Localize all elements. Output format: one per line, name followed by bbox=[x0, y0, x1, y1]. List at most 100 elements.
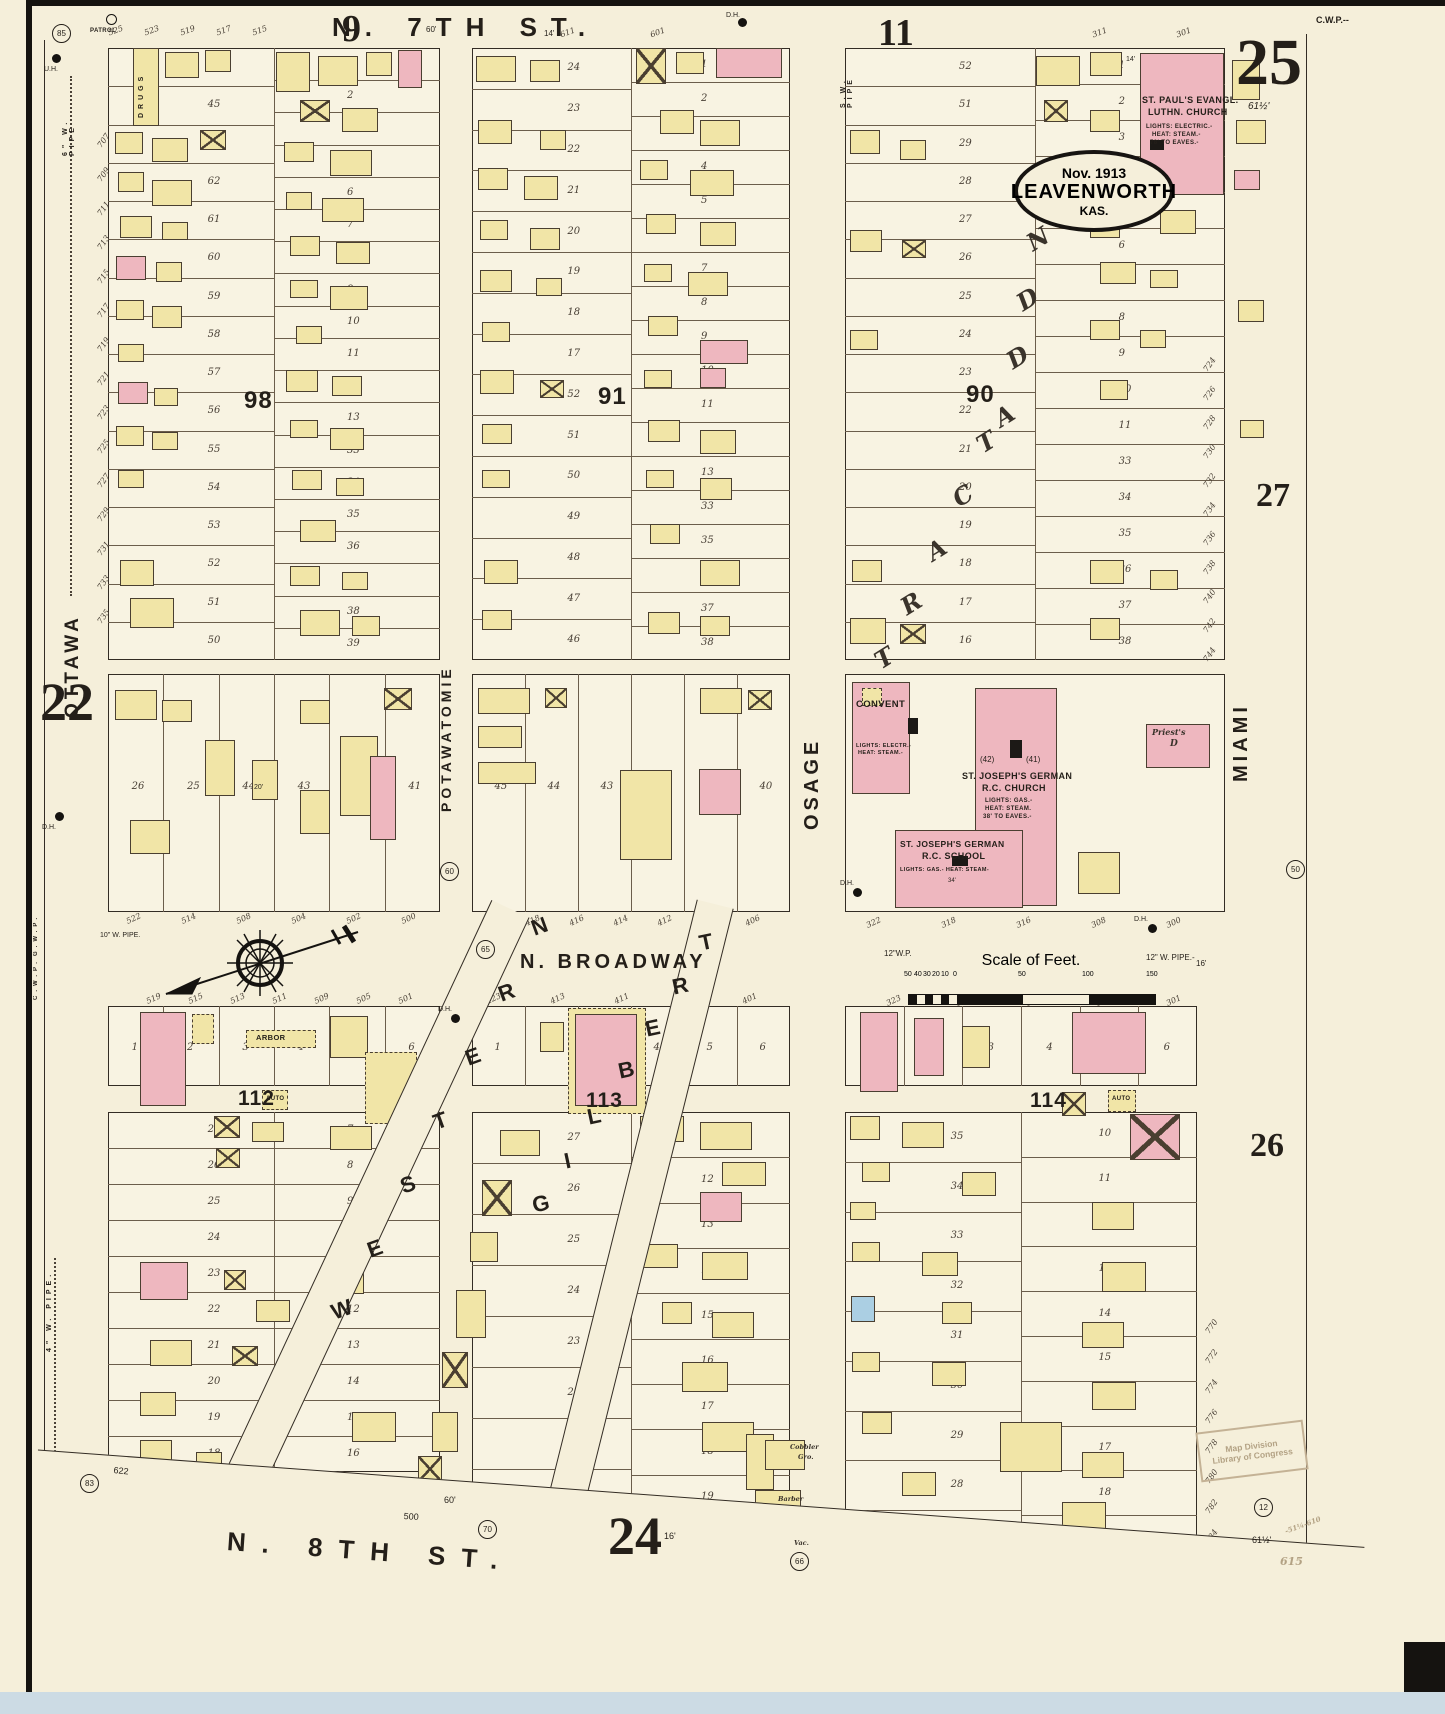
frame-building bbox=[852, 1242, 880, 1262]
lot-number: 45 bbox=[494, 781, 508, 793]
frame-building bbox=[296, 326, 322, 344]
lot-line bbox=[108, 1148, 274, 1149]
lot-number: 23 bbox=[207, 1268, 221, 1279]
frame-building bbox=[118, 470, 144, 488]
lot-line bbox=[108, 621, 274, 623]
block-center-line bbox=[1035, 48, 1036, 660]
lot-number: 22 bbox=[567, 144, 581, 155]
brick-building bbox=[118, 382, 148, 404]
lot-line bbox=[737, 1006, 738, 1086]
lot-line bbox=[631, 388, 790, 389]
frame-building bbox=[500, 1130, 540, 1156]
frame-building bbox=[118, 172, 144, 192]
frame-building bbox=[318, 56, 358, 86]
lot-number: 21 bbox=[207, 1340, 221, 1351]
lot-line bbox=[1035, 228, 1225, 229]
lot-number: 46 bbox=[567, 633, 581, 645]
frame-building bbox=[276, 52, 310, 92]
lot-line bbox=[384, 1006, 386, 1086]
lot-line bbox=[108, 124, 274, 126]
map-label: D bbox=[1170, 739, 1178, 749]
water-pipe-line bbox=[54, 1258, 56, 1548]
frame-building bbox=[330, 1016, 368, 1058]
hydrant-dot bbox=[106, 14, 117, 25]
frame-building bbox=[1232, 60, 1260, 100]
lot-number: 13 bbox=[347, 1340, 360, 1351]
lot-number: 26 bbox=[207, 1160, 221, 1171]
map-label: ARBOR bbox=[256, 1033, 286, 1042]
map-label: LUTHN. CHURCH bbox=[1148, 107, 1228, 117]
lot-line bbox=[631, 1157, 790, 1159]
lot-number: 25 bbox=[187, 781, 200, 793]
lot-number: 19 bbox=[567, 266, 581, 278]
lot-number: 23 bbox=[959, 367, 972, 379]
lot-line bbox=[631, 82, 790, 83]
lot-number: 2 bbox=[1118, 96, 1125, 107]
lot-number: 38 bbox=[347, 605, 360, 617]
lot-number: 19 bbox=[959, 520, 972, 532]
street-name-vertical: 4" W. PIPE. bbox=[46, 1270, 53, 1352]
map-label: D.H. bbox=[840, 880, 854, 887]
lot-number: 23 bbox=[567, 103, 581, 115]
frame-building bbox=[862, 1412, 892, 1434]
map-label: LIGHTS: ELECTR.- bbox=[856, 743, 912, 749]
map-label: 615 bbox=[1280, 1555, 1303, 1568]
brick-building bbox=[716, 48, 782, 78]
scale-segment bbox=[933, 995, 941, 1004]
circled-width-marker: 83 bbox=[80, 1474, 99, 1493]
frame-building bbox=[648, 612, 680, 634]
frame-building bbox=[205, 740, 235, 796]
frame-building bbox=[336, 478, 364, 496]
priests-dwelling-label: Priest's bbox=[1152, 727, 1186, 737]
frame-building bbox=[545, 688, 567, 708]
frame-building bbox=[330, 286, 368, 310]
block-number-112: 112 bbox=[238, 1087, 275, 1110]
street-name-vertical: C.W.P. bbox=[33, 958, 39, 1000]
frame-building bbox=[1000, 1422, 1062, 1472]
frame-building bbox=[862, 688, 882, 706]
lot-number: 33 bbox=[1118, 456, 1132, 467]
frame-building bbox=[1092, 1382, 1136, 1410]
lot-number: 1 bbox=[494, 1042, 501, 1053]
house-number: 311 bbox=[1090, 25, 1109, 40]
lot-line bbox=[845, 507, 1035, 508]
lot-line bbox=[108, 354, 274, 355]
block-number-90: 90 bbox=[966, 381, 995, 408]
lot-number: 18 bbox=[959, 558, 972, 570]
street-name-vertical: OSAGE bbox=[801, 737, 823, 830]
map-label: 10" W. PIPE. bbox=[100, 932, 141, 939]
chimney-mark bbox=[1010, 740, 1022, 758]
lot-line bbox=[274, 1184, 440, 1185]
lot-line bbox=[274, 337, 440, 339]
house-number: 774 bbox=[1203, 1377, 1220, 1396]
lot-line bbox=[108, 468, 274, 470]
lot-number: 62 bbox=[207, 175, 221, 187]
lot-line bbox=[1035, 588, 1225, 589]
brick-building bbox=[860, 1012, 898, 1092]
frame-building bbox=[850, 1116, 880, 1140]
map-label: Vac. bbox=[794, 1539, 809, 1547]
lot-number: 37 bbox=[700, 603, 714, 614]
street-name-vertical: MIAMI bbox=[1230, 703, 1252, 782]
house-number: 416 bbox=[567, 913, 586, 928]
lot-number: 40 bbox=[759, 781, 773, 793]
lot-number: 15 bbox=[1098, 1352, 1112, 1364]
lot-line bbox=[845, 583, 1035, 585]
circled-width-marker: 60 bbox=[440, 862, 459, 881]
frame-building bbox=[482, 322, 510, 342]
house-number: 500 bbox=[399, 911, 418, 926]
lot-line bbox=[108, 430, 274, 432]
lot-number: 24 bbox=[207, 1232, 221, 1243]
map-label: 34' bbox=[948, 878, 956, 884]
lot-line bbox=[274, 531, 440, 533]
frame-building bbox=[118, 344, 144, 362]
lot-line bbox=[1021, 1246, 1197, 1248]
frame-building bbox=[765, 1440, 805, 1470]
scale-segment bbox=[1089, 995, 1155, 1004]
frame-building bbox=[1102, 1262, 1146, 1292]
lot-number: 17 bbox=[1098, 1442, 1112, 1453]
frame-building bbox=[662, 1302, 692, 1324]
scale-segment bbox=[949, 995, 957, 1004]
lot-line bbox=[845, 1360, 1021, 1362]
st-josephs-church-label: ST. JOSEPH'S GERMAN bbox=[962, 771, 1073, 781]
